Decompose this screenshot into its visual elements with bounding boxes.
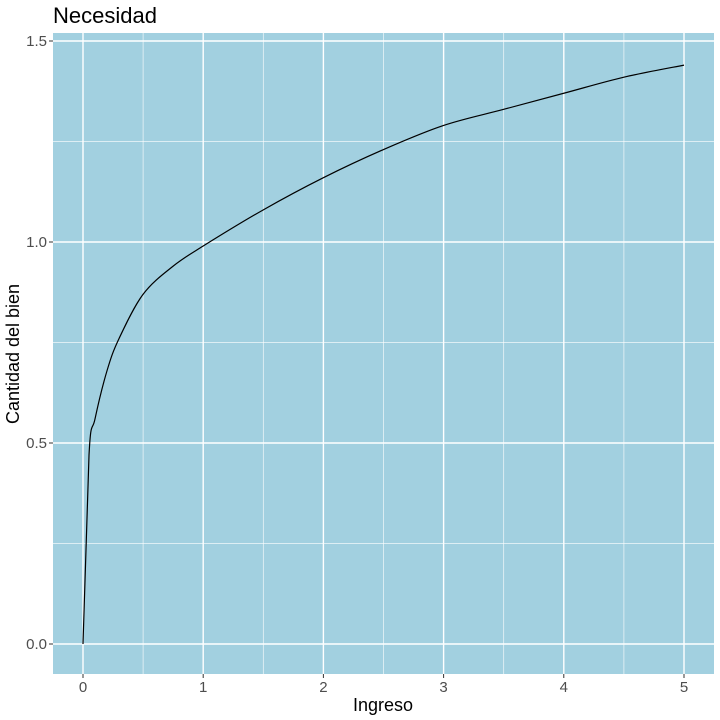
y-tick-label: 1.5 [26, 33, 47, 50]
series-line [82, 64, 685, 645]
x-tick-label: 5 [680, 679, 688, 696]
x-tick-label: 3 [439, 679, 447, 696]
x-tick-label: 1 [199, 679, 207, 696]
y-tick-label: 1.0 [26, 234, 47, 251]
x-tick-label: 2 [319, 679, 327, 696]
x-axis-title: Ingreso [353, 695, 413, 715]
x-tick-label: 4 [560, 679, 568, 696]
x-tick-label: 0 [79, 679, 87, 696]
y-tick-label: 0.5 [26, 435, 47, 452]
y-axis-title: Cantidad del bien [3, 284, 23, 424]
major-gridlines [53, 33, 714, 674]
x-axis: 0 1 2 3 4 5 [79, 674, 688, 696]
chart-title: Necesidad [53, 3, 157, 28]
y-axis: 0.0 0.5 1.0 1.5 [26, 33, 53, 653]
minor-gridlines [53, 33, 714, 674]
y-tick-label: 0.0 [26, 636, 47, 653]
